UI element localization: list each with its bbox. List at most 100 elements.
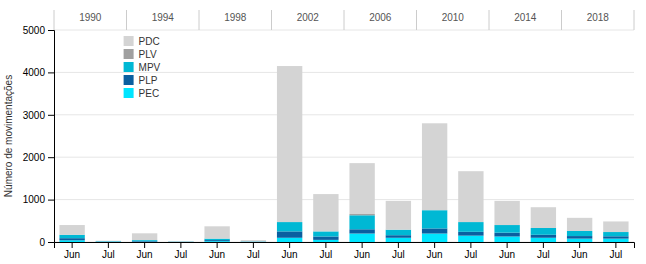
x-tick: Jul	[319, 242, 332, 260]
legend-swatch	[124, 62, 134, 72]
x-tick-mark	[615, 242, 616, 248]
legend-item: MPV	[124, 62, 161, 73]
bar	[204, 241, 229, 242]
y-tick-label: 0	[39, 237, 45, 248]
x-tick: Jul	[102, 242, 115, 260]
bar	[386, 235, 411, 238]
x-tick: Jun	[499, 242, 515, 260]
group-label: 2014	[514, 12, 537, 23]
y-tick-mark	[48, 242, 54, 243]
group-separator	[126, 10, 127, 30]
legend: PDC PLV MPV PLP PEC	[124, 36, 161, 99]
bar	[422, 234, 447, 242]
bar	[59, 240, 84, 242]
x-axis-line	[55, 243, 635, 249]
y-tick-mark	[48, 115, 54, 116]
x-tick-mark	[579, 242, 580, 248]
bar	[531, 235, 556, 238]
x-tick-label: Jul	[247, 249, 260, 260]
bar	[458, 232, 483, 236]
bar	[241, 240, 266, 241]
x-tick-mark	[180, 242, 181, 248]
bar	[567, 218, 592, 231]
y-tick: 5000	[23, 25, 54, 36]
y-tick-mark	[48, 200, 54, 201]
chart-svg: JunJulJunJulJunJulJunJulJunJulJunJulJunJ…	[0, 0, 646, 264]
bar	[349, 234, 374, 242]
legend-swatch	[124, 49, 134, 59]
x-tick-mark	[144, 242, 145, 248]
legend-label: PLP	[139, 75, 158, 86]
group-separator	[271, 10, 272, 30]
x-tick-label: Jun	[137, 249, 153, 260]
legend-item: PEC	[124, 88, 160, 99]
bar	[59, 238, 84, 240]
legend-item: PLV	[124, 49, 157, 60]
y-tick-label: 3000	[23, 110, 46, 121]
bar	[168, 241, 193, 242]
x-tick-mark	[507, 242, 508, 248]
group-label: 2006	[369, 12, 392, 23]
bar	[494, 201, 519, 225]
bar-series	[59, 66, 628, 241]
x-tick-label: Jun	[354, 249, 370, 260]
bar	[132, 240, 157, 242]
bars	[59, 66, 628, 242]
bar	[386, 238, 411, 242]
x-tick: Jul	[464, 242, 477, 260]
x-tick-label: Jun	[499, 249, 515, 260]
bar	[531, 207, 556, 228]
x-tick: Jun	[282, 242, 298, 260]
bar	[458, 222, 483, 232]
legend-label: PDC	[139, 36, 160, 47]
group-separator	[561, 10, 562, 30]
bar	[567, 239, 592, 242]
x-tick: Jul	[537, 242, 550, 260]
bar	[168, 241, 193, 242]
group-axis: 19901994199820022006201020142018	[54, 10, 634, 30]
x-tick-label: Jul	[464, 249, 477, 260]
bar	[241, 241, 266, 242]
bar	[168, 241, 193, 242]
bar	[96, 241, 121, 242]
group-label: 1994	[152, 12, 175, 23]
bar	[458, 236, 483, 242]
bar	[458, 171, 483, 222]
bar	[96, 241, 121, 242]
x-tick-mark	[362, 242, 363, 248]
bar	[168, 241, 193, 242]
bar	[168, 241, 193, 242]
bar	[241, 241, 266, 242]
bar	[96, 240, 121, 241]
grid	[54, 30, 634, 242]
bar	[277, 66, 302, 222]
bar	[531, 228, 556, 235]
y-tick: 0	[39, 237, 54, 248]
x-tick-label: Jul	[609, 249, 622, 260]
group-label: 1998	[224, 12, 247, 23]
bar	[603, 232, 628, 236]
bar	[603, 221, 628, 232]
x-tick-label: Jun	[209, 249, 225, 260]
bar	[422, 210, 447, 228]
x-tick: Jul	[392, 242, 405, 260]
bar	[567, 236, 592, 239]
bar	[313, 194, 338, 231]
y-axis: 010002000300040005000	[23, 25, 55, 248]
x-tick-label: Jul	[319, 249, 332, 260]
y-tick: 1000	[23, 194, 54, 205]
x-tick-label: Jul	[174, 249, 187, 260]
group-label: 2018	[587, 12, 610, 23]
bar	[349, 163, 374, 214]
legend-item: PLP	[124, 75, 158, 86]
x-tick: Jul	[609, 242, 622, 260]
bar	[59, 225, 84, 235]
y-tick: 3000	[23, 110, 54, 121]
bar	[494, 233, 519, 237]
bar	[349, 214, 374, 215]
y-tick-label: 5000	[23, 25, 46, 36]
bar	[204, 226, 229, 238]
x-tick-mark	[217, 242, 218, 248]
bar-series	[59, 228, 628, 241]
bar-series	[59, 234, 628, 242]
